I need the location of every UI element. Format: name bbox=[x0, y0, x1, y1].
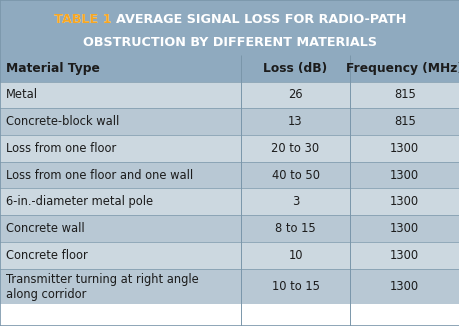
Text: 40 to 50: 40 to 50 bbox=[271, 169, 319, 182]
Text: 10: 10 bbox=[288, 249, 302, 262]
Text: TABLE 1: TABLE 1 bbox=[54, 13, 111, 26]
Bar bbox=[0, 269, 459, 304]
Text: 1300: 1300 bbox=[389, 169, 419, 182]
Text: 13: 13 bbox=[288, 115, 302, 128]
Text: 815: 815 bbox=[393, 88, 415, 101]
Text: 8 to 15: 8 to 15 bbox=[274, 222, 315, 235]
Text: 6-in.-diameter metal pole: 6-in.-diameter metal pole bbox=[6, 195, 152, 208]
Text: 1300: 1300 bbox=[389, 195, 419, 208]
Text: Loss from one floor and one wall: Loss from one floor and one wall bbox=[6, 169, 192, 182]
Text: 10 to 15: 10 to 15 bbox=[271, 280, 319, 293]
Bar bbox=[0, 108, 459, 135]
Bar bbox=[0, 188, 459, 215]
Text: Loss from one floor: Loss from one floor bbox=[6, 142, 116, 155]
Bar bbox=[0, 215, 459, 242]
Text: Concrete floor: Concrete floor bbox=[6, 249, 87, 262]
Text: 1300: 1300 bbox=[389, 249, 419, 262]
Text: 26: 26 bbox=[288, 88, 302, 101]
Text: 1300: 1300 bbox=[389, 142, 419, 155]
Text: Transmitter turning at right angle
along corridor: Transmitter turning at right angle along… bbox=[6, 273, 198, 301]
Bar bbox=[0, 135, 459, 162]
Text: 815: 815 bbox=[393, 115, 415, 128]
Text: Frequency (MHz): Frequency (MHz) bbox=[346, 62, 459, 75]
Bar bbox=[0, 82, 459, 108]
Text: Loss (dB): Loss (dB) bbox=[263, 62, 327, 75]
Text: 1300: 1300 bbox=[389, 222, 419, 235]
Bar bbox=[0, 0, 459, 55]
Text: 3: 3 bbox=[291, 195, 299, 208]
Text: Concrete wall: Concrete wall bbox=[6, 222, 84, 235]
Text: OBSTRUCTION BY DIFFERENT MATERIALS: OBSTRUCTION BY DIFFERENT MATERIALS bbox=[83, 36, 376, 49]
Text: 20 to 30: 20 to 30 bbox=[271, 142, 319, 155]
Bar bbox=[0, 242, 459, 269]
Text: Metal: Metal bbox=[6, 88, 38, 101]
Text: 1300: 1300 bbox=[389, 280, 419, 293]
Bar bbox=[0, 55, 459, 82]
Bar bbox=[0, 162, 459, 188]
Text: Material Type: Material Type bbox=[6, 62, 99, 75]
Text: TABLE 1 AVERAGE SIGNAL LOSS FOR RADIO-PATH: TABLE 1 AVERAGE SIGNAL LOSS FOR RADIO-PA… bbox=[54, 13, 405, 26]
Text: Concrete-block wall: Concrete-block wall bbox=[6, 115, 118, 128]
